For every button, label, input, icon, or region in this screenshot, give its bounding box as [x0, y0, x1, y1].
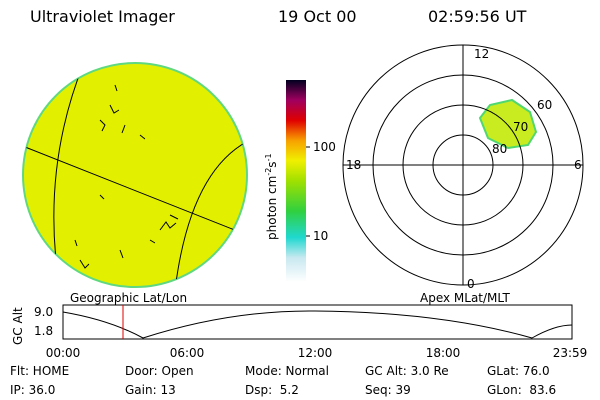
timeline-x-label: 12:00 [298, 346, 333, 360]
globe-image [22, 62, 248, 288]
polar-label: Apex MLat/MLT [420, 291, 510, 305]
lat-label: 80 [492, 142, 507, 156]
status-field: Flt: HOME [10, 364, 69, 378]
time: 02:59:56 UT [428, 7, 527, 26]
mlt-label: 18 [346, 158, 361, 172]
status-field: Mode: Normal [245, 364, 329, 378]
instrument: Ultraviolet Imager [30, 7, 175, 26]
colorbar [286, 80, 306, 282]
mlt-label: 6 [574, 158, 582, 172]
status-field: Seq: 39 [365, 383, 411, 397]
colorbar-tick-label: 100 [313, 140, 336, 154]
timeline-axis-label: GC Alt [11, 307, 25, 345]
left-panel-label: Geographic Lat/Lon [70, 291, 187, 305]
status-field: Dsp: 5.2 [245, 383, 299, 397]
timeline [62, 304, 573, 340]
mlt-label: 0 [467, 277, 475, 291]
lat-label: 70 [513, 120, 528, 134]
colorbar-unit: photon cm-2s-1 [264, 153, 279, 240]
timeline-y-label: 9.0 [34, 305, 53, 319]
date: 19 Oct 00 [278, 7, 357, 26]
timeline-x-label: 00:00 [46, 346, 81, 360]
status-field: IP: 36.0 [10, 383, 55, 397]
timeline-y-label: 1.8 [34, 324, 53, 338]
colorbar-tick-label: 10 [313, 229, 328, 243]
polar-plot [342, 44, 584, 286]
status-field: Door: Open [125, 364, 194, 378]
timeline-x-label: 18:00 [426, 346, 461, 360]
status-field: GC Alt: 3.0 Re [365, 364, 449, 378]
lat-label: 60 [537, 98, 552, 112]
timeline-x-label: 06:00 [170, 346, 205, 360]
status-field: Gain: 13 [125, 383, 176, 397]
mlt-label: 12 [474, 47, 489, 61]
status-field: GLat: 76.0 [487, 364, 550, 378]
status-field: GLon: 83.6 [487, 383, 556, 397]
timeline-x-label: 23:59 [553, 346, 588, 360]
